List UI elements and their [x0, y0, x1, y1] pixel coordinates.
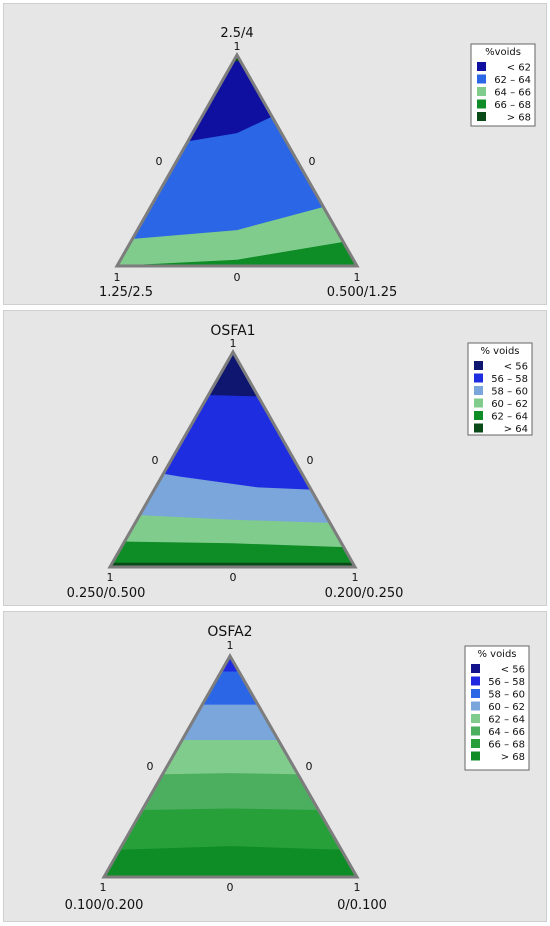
chart-title-2: OSFA1 — [210, 323, 255, 339]
legend-swatch — [477, 112, 486, 121]
contour-band — [104, 846, 357, 877]
legend-swatch — [471, 689, 480, 698]
legend-title-3: % voids — [477, 649, 516, 660]
legend-label: 62 – 64 — [491, 412, 528, 423]
ternary-chart-1: 2.5/4 1 0 0 1 0 1 1.25/2.5 0.500/1.25 %v… — [99, 26, 536, 300]
chart-panel-3: OSFA2 1 0 0 1 0 1 0.100/0.200 0/0.100 % … — [3, 611, 547, 922]
ternary-chart-3: OSFA2 1 0 0 1 0 1 0.100/0.200 0/0.100 % … — [65, 624, 530, 913]
tick-left-mid-3: 0 — [147, 760, 154, 773]
legend-swatch — [471, 701, 480, 711]
contour-band — [117, 238, 357, 266]
triangle-outline-2 — [107, 348, 358, 569]
legend-swatch — [474, 373, 483, 383]
chart-panel-1: 2.5/4 1 0 0 1 0 1 1.25/2.5 0.500/1.25 %v… — [3, 3, 547, 305]
legend-label: < 56 — [501, 665, 525, 676]
tick-top-1: 1 — [234, 40, 241, 53]
legend-swatch — [471, 714, 480, 723]
legend-swatch — [471, 726, 480, 736]
corner-label-left-1: 1.25/2.5 — [99, 285, 153, 300]
tick-left-mid-2: 0 — [152, 454, 159, 467]
legend-swatch — [474, 398, 483, 408]
corner-label-top-1: 2.5/4 — [220, 26, 253, 41]
legend-swatch — [471, 676, 480, 686]
legend-label: 66 – 68 — [488, 740, 525, 751]
legend-swatch — [477, 74, 486, 84]
legend-swatch — [474, 361, 483, 370]
legend-label: 62 – 64 — [488, 715, 525, 726]
tick-right-mid-3: 0 — [306, 760, 313, 773]
legend-label: > 68 — [507, 113, 531, 124]
legend-label: 66 – 68 — [494, 100, 531, 111]
legend-label: 62 – 64 — [494, 75, 531, 86]
chart-panel-2: OSFA1 1 0 0 1 0 1 0.250/0.500 0.200/0.25… — [3, 310, 547, 606]
legend-swatch — [471, 739, 480, 748]
ternary-chart-2: OSFA1 1 0 0 1 0 1 0.250/0.500 0.200/0.25… — [67, 323, 533, 601]
legend-label: < 62 — [507, 63, 531, 74]
corner-label-right-3: 0/0.100 — [337, 898, 387, 913]
corner-label-left-2: 0.250/0.500 — [67, 586, 146, 601]
tick-bottom-mid-1: 0 — [234, 271, 241, 284]
tick-right-mid-1: 0 — [309, 155, 316, 168]
tick-bottom-left-3: 1 — [100, 881, 107, 894]
corner-label-right-1: 0.500/1.25 — [327, 285, 398, 300]
triangle-outline-3 — [101, 652, 360, 879]
tick-bottom-right-3: 1 — [354, 881, 361, 894]
ternary-fill-3 — [104, 656, 357, 877]
legend-label: 56 – 58 — [491, 374, 528, 385]
tick-bottom-left-2: 1 — [107, 571, 114, 584]
legend-label: 56 – 58 — [488, 677, 525, 688]
tick-top-3: 1 — [227, 639, 234, 652]
corner-label-left-3: 0.100/0.200 — [65, 898, 144, 913]
legend-title-2: % voids — [480, 346, 519, 357]
legend-label: 58 – 60 — [488, 690, 525, 701]
legend-swatch — [477, 99, 486, 109]
legend-label: 60 – 62 — [488, 702, 525, 713]
legend-label: 64 – 66 — [488, 727, 525, 738]
ternary-fill-2 — [110, 352, 355, 567]
legend-label: > 64 — [504, 424, 528, 435]
tick-top-2: 1 — [230, 337, 237, 350]
corner-label-right-2: 0.200/0.250 — [325, 586, 404, 601]
legend-swatch — [471, 751, 480, 761]
tick-bottom-right-1: 1 — [354, 271, 361, 284]
legend-label: > 68 — [501, 752, 525, 763]
triangle-outline-1 — [114, 51, 360, 268]
legend-swatch — [474, 423, 483, 433]
ternary-fill-1 — [117, 55, 357, 266]
tick-right-mid-2: 0 — [307, 454, 314, 467]
tick-bottom-mid-2: 0 — [230, 571, 237, 584]
legend-label: < 56 — [504, 362, 528, 373]
tick-left-mid-1: 0 — [156, 155, 163, 168]
legend-label: 58 – 60 — [491, 387, 528, 398]
chart-title-3: OSFA2 — [207, 624, 252, 640]
legend-swatch — [474, 411, 483, 420]
tick-bottom-left-1: 1 — [114, 271, 121, 284]
legend-label: 60 – 62 — [491, 399, 528, 410]
tick-bottom-right-2: 1 — [352, 571, 359, 584]
legend-swatch — [477, 87, 486, 96]
legend-label: 64 – 66 — [494, 88, 531, 99]
tick-bottom-mid-3: 0 — [227, 881, 234, 894]
legend-swatch — [471, 664, 480, 673]
legend-swatch — [477, 62, 486, 71]
legend-title-1: %voids — [485, 47, 521, 58]
legend-swatch — [474, 386, 483, 395]
